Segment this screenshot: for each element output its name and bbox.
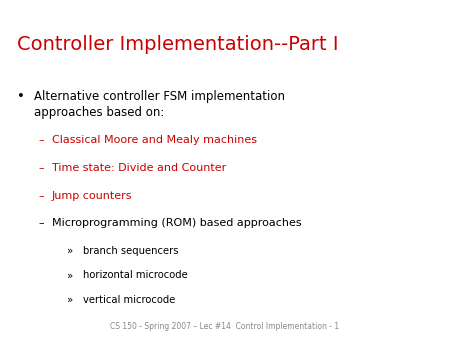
Text: »: » bbox=[68, 270, 74, 281]
Text: –: – bbox=[38, 163, 44, 173]
Text: •: • bbox=[17, 90, 25, 102]
Text: Jump counters: Jump counters bbox=[52, 191, 132, 201]
Text: Alternative controller FSM implementation
approaches based on:: Alternative controller FSM implementatio… bbox=[34, 90, 285, 119]
Text: vertical microcode: vertical microcode bbox=[83, 295, 176, 305]
Text: horizontal microcode: horizontal microcode bbox=[83, 270, 188, 281]
Text: Classical Moore and Mealy machines: Classical Moore and Mealy machines bbox=[52, 135, 257, 145]
Text: Time state: Divide and Counter: Time state: Divide and Counter bbox=[52, 163, 226, 173]
Text: »: » bbox=[68, 295, 74, 305]
Text: »: » bbox=[68, 246, 74, 256]
Text: –: – bbox=[38, 135, 44, 145]
Text: Microprogramming (ROM) based approaches: Microprogramming (ROM) based approaches bbox=[52, 218, 302, 228]
Text: –: – bbox=[38, 218, 44, 228]
Text: –: – bbox=[38, 191, 44, 201]
Text: CS 150 - Spring 2007 – Lec #14  Control Implementation - 1: CS 150 - Spring 2007 – Lec #14 Control I… bbox=[110, 322, 340, 331]
Text: branch sequencers: branch sequencers bbox=[83, 246, 179, 256]
Text: Controller Implementation--Part I: Controller Implementation--Part I bbox=[17, 35, 338, 54]
